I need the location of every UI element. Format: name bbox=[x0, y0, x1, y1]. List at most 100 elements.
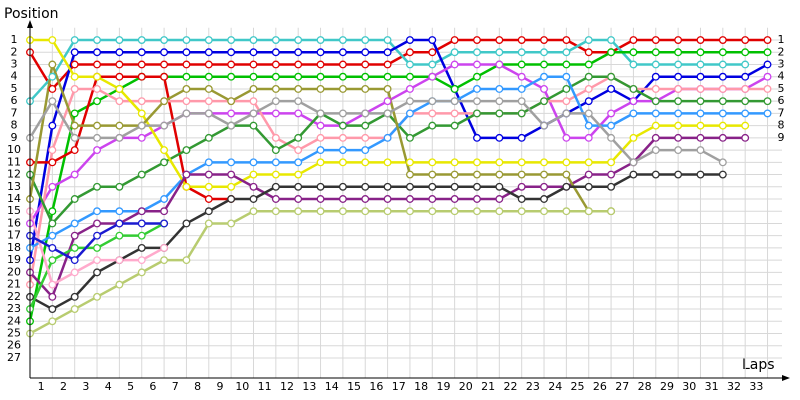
lap-marker bbox=[629, 84, 638, 93]
y-tick-label: 10 bbox=[7, 143, 21, 156]
lap-marker bbox=[160, 158, 169, 167]
lap-marker bbox=[316, 195, 325, 203]
lap-marker bbox=[137, 48, 146, 57]
lap-marker bbox=[93, 292, 101, 301]
lap-marker bbox=[674, 133, 683, 142]
lap-marker bbox=[383, 36, 392, 44]
lap-marker bbox=[517, 72, 526, 81]
lap-marker bbox=[182, 72, 191, 81]
lap-marker bbox=[294, 207, 303, 216]
lap-marker bbox=[249, 109, 258, 118]
lap-marker bbox=[70, 231, 79, 240]
lap-marker bbox=[763, 97, 772, 106]
lap-marker bbox=[137, 133, 146, 142]
lap-marker bbox=[70, 256, 79, 265]
lap-marker bbox=[405, 207, 414, 216]
lap-marker bbox=[160, 60, 169, 69]
lap-marker bbox=[405, 84, 414, 93]
y-tick-label: 8 bbox=[11, 119, 18, 132]
lap-marker bbox=[204, 219, 213, 228]
lap-marker bbox=[607, 36, 616, 44]
lap-marker bbox=[361, 84, 370, 93]
lap-marker bbox=[204, 158, 213, 167]
lap-marker bbox=[294, 133, 303, 142]
lap-marker bbox=[428, 109, 437, 118]
lap-marker bbox=[115, 60, 124, 69]
lap-marker bbox=[495, 60, 504, 69]
lap-marker bbox=[428, 48, 437, 57]
lap-marker bbox=[361, 36, 370, 44]
x-tick-label: 24 bbox=[548, 380, 562, 393]
lap-marker bbox=[160, 121, 169, 130]
lap-marker bbox=[584, 36, 593, 44]
lap-marker bbox=[249, 207, 258, 216]
lap-marker bbox=[696, 36, 705, 44]
lap-marker bbox=[70, 170, 79, 179]
lap-marker bbox=[540, 182, 548, 191]
lap-marker bbox=[607, 207, 616, 216]
lap-marker bbox=[294, 195, 303, 203]
lap-marker bbox=[48, 36, 57, 44]
lap-marker bbox=[562, 36, 571, 44]
lap-marker bbox=[383, 182, 392, 191]
series-line bbox=[29, 173, 723, 311]
lap-marker bbox=[294, 36, 303, 44]
y-tick-label: 14 bbox=[7, 192, 21, 205]
lap-marker bbox=[763, 36, 772, 44]
lap-marker bbox=[160, 48, 169, 57]
lap-marker bbox=[361, 158, 370, 167]
lap-marker bbox=[562, 97, 571, 106]
lap-marker bbox=[182, 48, 191, 57]
lap-marker bbox=[696, 121, 705, 130]
lap-marker bbox=[428, 97, 437, 106]
y-tick-label: 9 bbox=[11, 131, 18, 144]
lap-marker bbox=[473, 48, 481, 57]
y-tick-label: 21 bbox=[7, 278, 21, 291]
lap-marker bbox=[495, 97, 504, 106]
x-tick-label: 25 bbox=[571, 380, 585, 393]
lap-marker bbox=[115, 256, 124, 265]
lap-marker bbox=[48, 60, 57, 69]
lap-marker bbox=[48, 231, 57, 240]
lap-marker bbox=[651, 60, 660, 69]
lap-marker bbox=[294, 158, 303, 167]
y-tick-label: 3 bbox=[11, 57, 18, 70]
lap-marker bbox=[718, 97, 727, 106]
x-tick-label: 28 bbox=[638, 380, 652, 393]
lap-marker bbox=[495, 207, 504, 216]
lap-marker bbox=[450, 48, 459, 57]
lap-marker bbox=[674, 36, 683, 44]
lap-marker bbox=[227, 36, 236, 44]
lap-marker bbox=[115, 84, 124, 93]
lap-marker bbox=[651, 133, 660, 142]
lap-marker bbox=[137, 36, 146, 44]
lap-marker bbox=[450, 60, 459, 69]
lap-marker bbox=[674, 72, 683, 81]
lap-marker bbox=[70, 243, 79, 252]
lap-marker bbox=[562, 170, 571, 179]
lap-marker bbox=[204, 97, 213, 106]
x-tick-label: 17 bbox=[392, 380, 406, 393]
lap-marker bbox=[137, 72, 146, 81]
lap-marker bbox=[383, 84, 392, 93]
lap-marker bbox=[137, 60, 146, 69]
lap-marker bbox=[584, 48, 593, 57]
lap-marker bbox=[294, 170, 303, 179]
lap-marker bbox=[473, 207, 481, 216]
lap-marker bbox=[338, 195, 347, 203]
lap-marker bbox=[517, 109, 526, 118]
lap-marker bbox=[405, 36, 414, 44]
lap-marker bbox=[696, 72, 705, 81]
lap-marker bbox=[629, 170, 638, 179]
lap-marker bbox=[249, 72, 258, 81]
lap-marker bbox=[584, 158, 593, 167]
lap-marker bbox=[271, 84, 280, 93]
lap-marker bbox=[495, 48, 504, 57]
lap-marker bbox=[294, 60, 303, 69]
y-tick-label: 23 bbox=[7, 302, 21, 315]
lap-marker bbox=[584, 60, 593, 69]
lap-marker bbox=[316, 48, 325, 57]
lap-marker bbox=[249, 182, 258, 191]
lap-marker bbox=[696, 84, 705, 93]
